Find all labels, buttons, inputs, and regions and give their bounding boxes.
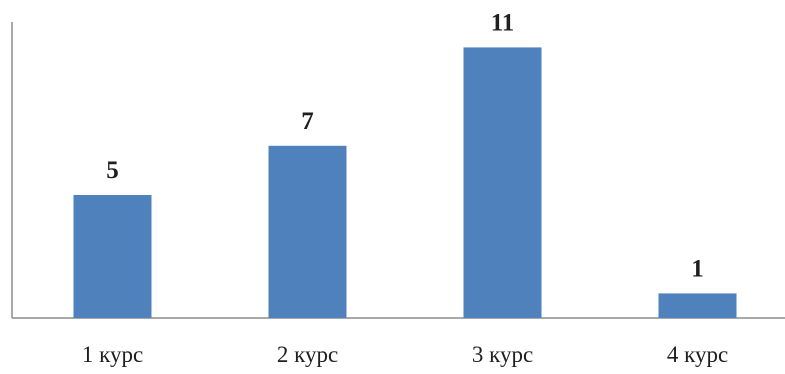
- bar-1: [73, 195, 152, 318]
- category-label-3: 3 курс: [472, 342, 533, 367]
- category-label-2: 2 курс: [277, 342, 338, 367]
- bar-3: [463, 47, 542, 319]
- bar-4: [658, 293, 737, 318]
- category-label-1: 1 курс: [82, 342, 143, 367]
- data-label-3: 11: [491, 9, 515, 36]
- bar-2: [268, 145, 347, 318]
- data-label-2: 7: [301, 108, 314, 135]
- data-label-4: 1: [691, 255, 704, 282]
- data-label-1: 5: [106, 157, 119, 184]
- category-label-4: 4 курс: [667, 342, 728, 367]
- bars-group: [73, 47, 737, 319]
- category-labels-group: 1 курс 2 курс 3 курс 4 курс: [82, 342, 728, 367]
